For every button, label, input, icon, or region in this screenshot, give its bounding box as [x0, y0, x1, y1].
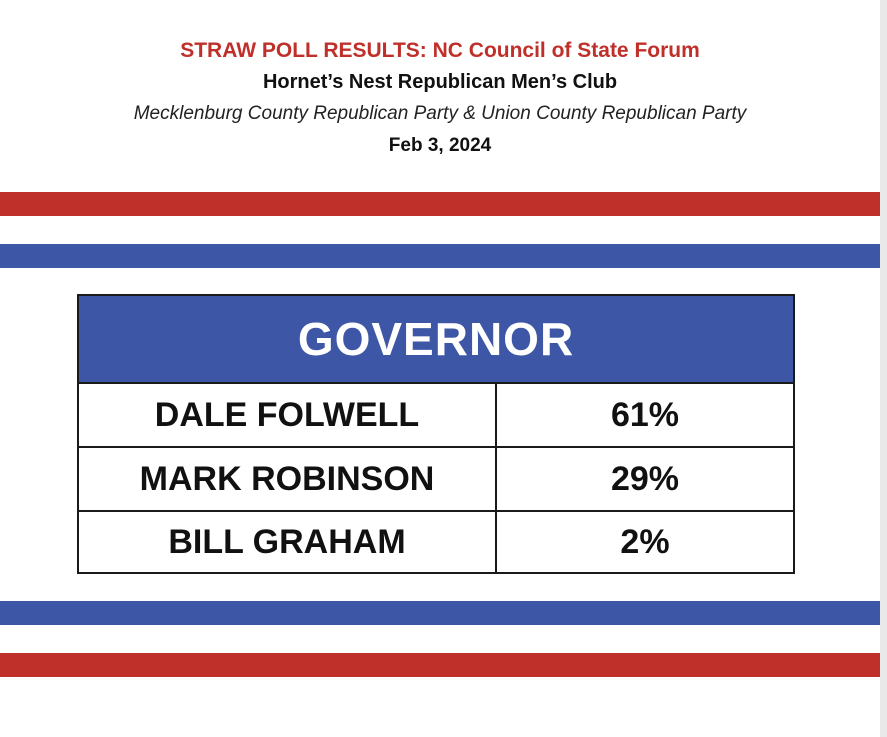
candidate-name: DALE FOLWELL	[79, 384, 497, 446]
header: STRAW POLL RESULTS: NC Council of State …	[0, 36, 880, 162]
blue-stripe-bottom	[0, 601, 880, 625]
candidate-name: BILL GRAHAM	[79, 512, 497, 572]
results-table: GOVERNOR DALE FOLWELL 61% MARK ROBINSON …	[77, 294, 795, 574]
candidate-percent: 29%	[610, 459, 680, 498]
candidate-name: MARK ROBINSON	[79, 448, 497, 510]
organizations: Mecklenburg County Republican Party & Un…	[133, 103, 747, 124]
candidate-percent: 2%	[620, 522, 670, 561]
table-row: MARK ROBINSON 29%	[79, 448, 793, 512]
page-edge	[880, 0, 887, 737]
poll-title: STRAW POLL RESULTS: NC Council of State …	[180, 39, 700, 62]
club-name: Hornet’s Nest Republican Men’s Club	[262, 71, 618, 93]
red-stripe-bottom	[0, 653, 880, 677]
red-stripe-top	[0, 192, 880, 216]
candidate-percent: 61%	[610, 395, 680, 434]
poll-date: Feb 3, 2024	[388, 135, 492, 156]
table-row: DALE FOLWELL 61%	[79, 384, 793, 448]
table-heading: GOVERNOR	[79, 296, 793, 384]
blue-stripe-top	[0, 244, 880, 268]
table-row: BILL GRAHAM 2%	[79, 512, 793, 572]
